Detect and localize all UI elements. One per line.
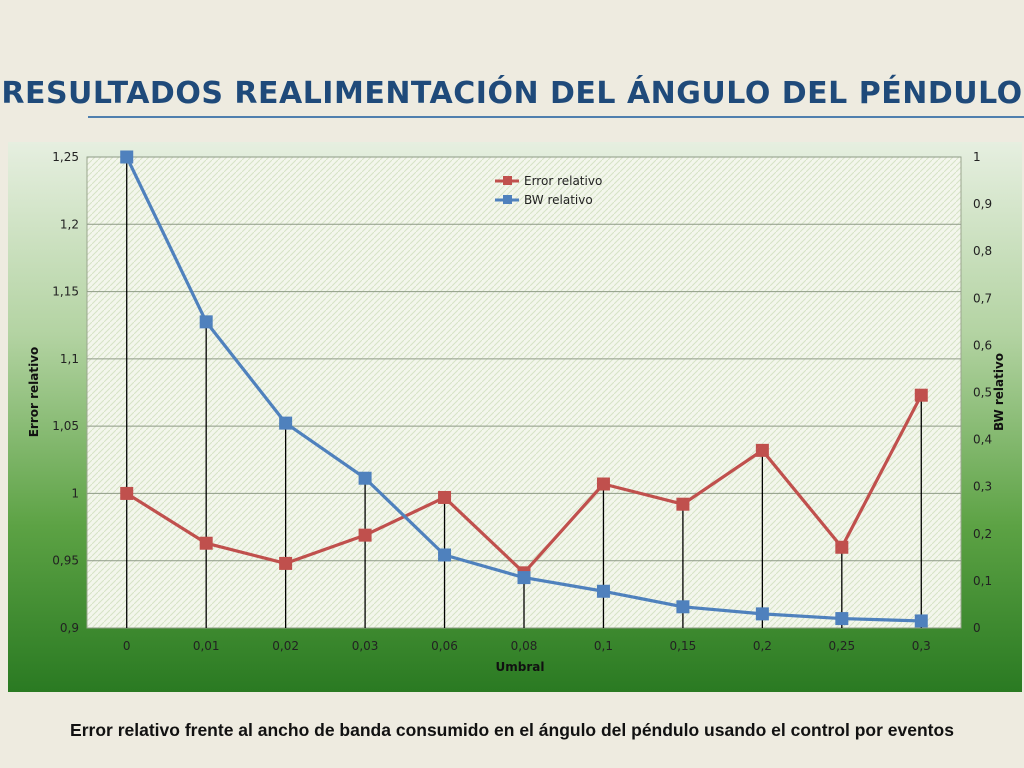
y-tick-label: 0,95 <box>52 554 79 568</box>
legend-marker <box>503 195 512 204</box>
x-tick-label: 0,08 <box>511 639 538 653</box>
data-point <box>438 490 452 504</box>
x-tick-label: 0,1 <box>594 639 613 653</box>
data-point <box>835 612 849 626</box>
data-point <box>676 497 690 511</box>
data-point <box>755 443 769 457</box>
axis-layer: 0,9 0,95 1 1,05 1,1 1,15 1,2 1,25 0 0,1 0,2 0,3 0,4 0… <box>52 150 992 653</box>
y2-tick-label: 0,1 <box>973 574 992 588</box>
data-point <box>358 471 372 485</box>
data-point <box>279 556 293 570</box>
x-tick-label: 0,25 <box>828 639 855 653</box>
y2-tick-label: 0,7 <box>973 291 992 305</box>
y-tick-label: 0,9 <box>60 621 79 635</box>
series-layer <box>120 150 928 628</box>
data-point <box>676 600 690 614</box>
chart: 0,9 0,95 1 1,05 1,1 1,15 1,2 1,25 0 0,1 0,2 0,3 0,4 0… <box>27 150 1006 674</box>
data-point <box>358 528 372 542</box>
y2-tick-label: 0,6 <box>973 338 992 352</box>
slide-title: RESULTADOS REALIMENTACIÓN DEL ÁNGULO DEL… <box>1 76 1023 111</box>
chart-panel: 0,9 0,95 1 1,05 1,1 1,15 1,2 1,25 0 0,1 0,2 0,3 0,4 0… <box>8 142 1022 692</box>
y-axis-title: Error relativo <box>27 347 41 438</box>
data-point <box>199 315 213 329</box>
y2-tick-label: 0,2 <box>973 527 992 541</box>
legend-label: Error relativo <box>524 174 602 188</box>
drop-lines <box>126 157 922 628</box>
x-tick-label: 0,2 <box>753 639 772 653</box>
data-point <box>517 571 531 585</box>
y2-tick-label: 0,4 <box>973 433 992 447</box>
data-point <box>596 477 610 491</box>
title-rule <box>88 116 1024 118</box>
y-tick-label: 1 <box>71 486 79 500</box>
x-tick-label: 0,3 <box>912 639 931 653</box>
x-tick-label: 0,02 <box>272 639 299 653</box>
data-point <box>755 607 769 621</box>
y2-tick-label: 0,8 <box>973 244 992 258</box>
slide-caption: Error relativo frente al ancho de banda … <box>70 720 954 740</box>
legend-label: BW relativo <box>524 193 593 207</box>
y-tick-label: 1,2 <box>60 217 79 231</box>
data-point <box>596 584 610 598</box>
data-point <box>914 388 928 402</box>
x-tick-label: 0,06 <box>431 639 458 653</box>
grid-layer <box>87 156 961 629</box>
y2-tick-label: 0,5 <box>973 386 992 400</box>
y2-axis-title: BW relativo <box>992 353 1006 431</box>
data-point <box>199 536 213 550</box>
x-tick-label: 0,01 <box>193 639 220 653</box>
data-point <box>835 540 849 554</box>
y-tick-label: 1,05 <box>52 419 79 433</box>
y2-tick-label: 0,9 <box>973 197 992 211</box>
data-point <box>914 614 928 628</box>
slide-title-reflection: RESULTADOS REALIMENTACIÓN DEL ÁNGULO DEL… <box>0 116 1024 130</box>
plot-area <box>86 156 962 629</box>
y2-tick-label: 0,3 <box>973 480 992 494</box>
legend: Error relativo BW relativo <box>495 174 602 207</box>
y2-tick-label: 1 <box>973 150 981 164</box>
x-tick-label: 0,03 <box>352 639 379 653</box>
data-point <box>438 548 452 562</box>
data-point <box>279 416 293 430</box>
data-point <box>120 150 134 164</box>
x-axis-title: Umbral <box>496 660 545 674</box>
x-tick-label: 0,15 <box>670 639 697 653</box>
y-tick-label: 1,15 <box>52 285 79 299</box>
y-tick-label: 1,25 <box>52 150 79 164</box>
y-tick-label: 1,1 <box>60 352 79 366</box>
data-point <box>120 486 134 500</box>
legend-marker <box>503 176 512 185</box>
y2-tick-label: 0 <box>973 621 981 635</box>
x-tick-label: 0 <box>123 639 131 653</box>
